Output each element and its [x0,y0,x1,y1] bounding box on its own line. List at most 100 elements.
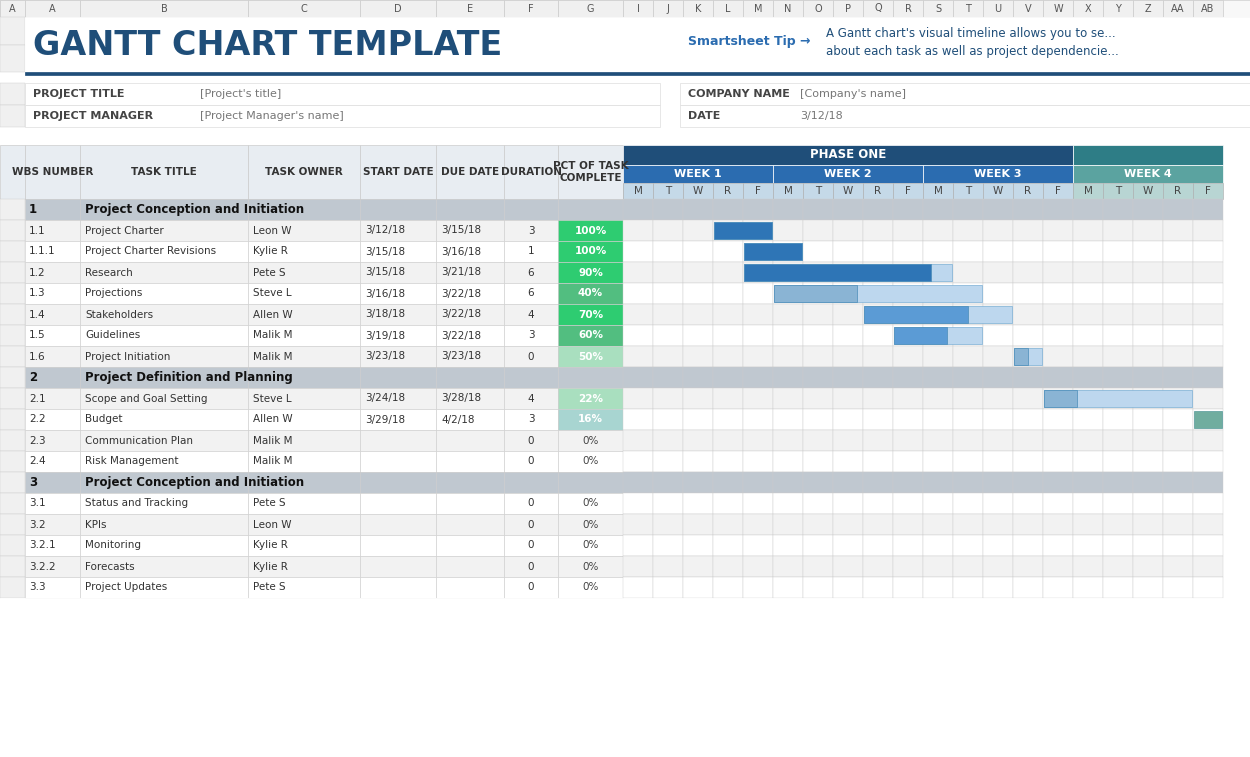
Bar [892,451,922,472]
Bar [772,367,802,388]
Text: A Gantt chart's visual timeline allows you to se...: A Gantt chart's visual timeline allows y… [826,27,1116,40]
Bar [652,304,682,325]
Bar [622,145,1072,165]
Text: 0: 0 [528,582,534,593]
Text: 3.1: 3.1 [29,499,46,509]
Bar [682,367,712,388]
Text: E: E [468,4,472,14]
Text: 3/22/18: 3/22/18 [441,310,481,319]
Bar [712,0,742,17]
Bar [1072,183,1102,199]
Bar [802,199,832,220]
Bar [862,183,892,199]
Text: 3/16/18: 3/16/18 [365,288,405,298]
Bar [712,283,742,304]
Bar [652,388,682,409]
Text: B: B [160,4,168,14]
Bar [1102,409,1132,430]
Bar [1072,493,1102,514]
Bar [832,577,862,598]
Bar [1072,472,1102,493]
Bar [1102,241,1132,262]
Bar [0,388,25,409]
Bar [25,514,80,535]
Bar [682,472,712,493]
Bar [0,45,25,72]
Bar [25,451,80,472]
Text: Communication Plan: Communication Plan [85,435,192,446]
Bar [80,493,248,514]
Bar [622,183,652,199]
Bar [1044,390,1192,407]
Bar [558,304,622,325]
Bar [360,535,436,556]
Bar [1192,577,1222,598]
Bar [1072,514,1102,535]
Text: Smartsheet Tip →: Smartsheet Tip → [688,36,810,48]
Bar [892,556,922,577]
Text: A: A [9,4,16,14]
Bar [862,388,892,409]
Text: START DATE: START DATE [362,167,434,177]
Bar [652,472,682,493]
Text: 1: 1 [528,247,534,257]
Bar [436,430,504,451]
Bar [1072,556,1102,577]
Text: 1.3: 1.3 [29,288,46,298]
Text: 3/28/18: 3/28/18 [441,394,481,403]
Text: WEEK 4: WEEK 4 [1124,169,1172,179]
Bar [1013,325,1042,346]
Bar [982,556,1012,577]
Bar [802,262,832,283]
Bar [1132,199,1162,220]
Bar [25,493,80,514]
Bar [0,241,25,262]
Bar [622,199,652,220]
Text: Allen W: Allen W [253,415,292,425]
Bar [436,472,504,493]
Bar [558,220,622,241]
Bar [436,0,504,17]
Text: M: M [754,4,762,14]
Bar [982,388,1012,409]
Text: Project Definition and Planning: Project Definition and Planning [85,371,292,384]
Text: F: F [755,186,761,196]
Bar [742,493,772,514]
Bar [436,493,504,514]
Bar [1044,390,1076,407]
Bar [922,241,952,262]
Bar [1042,283,1072,304]
Bar [622,535,652,556]
Bar [25,577,80,598]
Bar [558,145,622,199]
Bar [0,325,25,346]
Bar [504,472,558,493]
Bar [892,241,922,262]
Bar [982,241,1012,262]
Bar [744,243,802,260]
Text: Malik M: Malik M [253,331,292,341]
Bar [1013,514,1042,535]
Bar [894,327,983,344]
Bar [982,283,1012,304]
Bar [802,183,832,199]
Bar [504,325,558,346]
Bar [80,577,248,598]
Bar [680,105,1250,127]
Bar [248,409,360,430]
Bar [982,220,1012,241]
Bar [25,17,1250,72]
Bar [652,535,682,556]
Bar [772,262,802,283]
Bar [742,535,772,556]
Bar [712,472,742,493]
Bar [1042,430,1072,451]
Text: Z: Z [1145,4,1151,14]
Bar [772,325,802,346]
Bar [952,183,982,199]
Bar [744,243,802,260]
Bar [922,304,952,325]
Bar [504,346,558,367]
Bar [1102,451,1132,472]
Text: R: R [725,186,731,196]
